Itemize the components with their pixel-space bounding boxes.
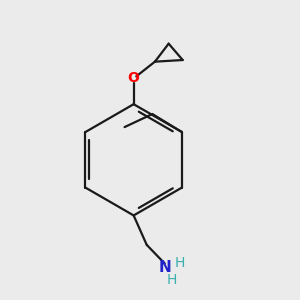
Text: N: N xyxy=(158,260,171,275)
Text: H: H xyxy=(167,273,177,287)
Text: O: O xyxy=(128,71,140,85)
Text: H: H xyxy=(174,256,184,270)
